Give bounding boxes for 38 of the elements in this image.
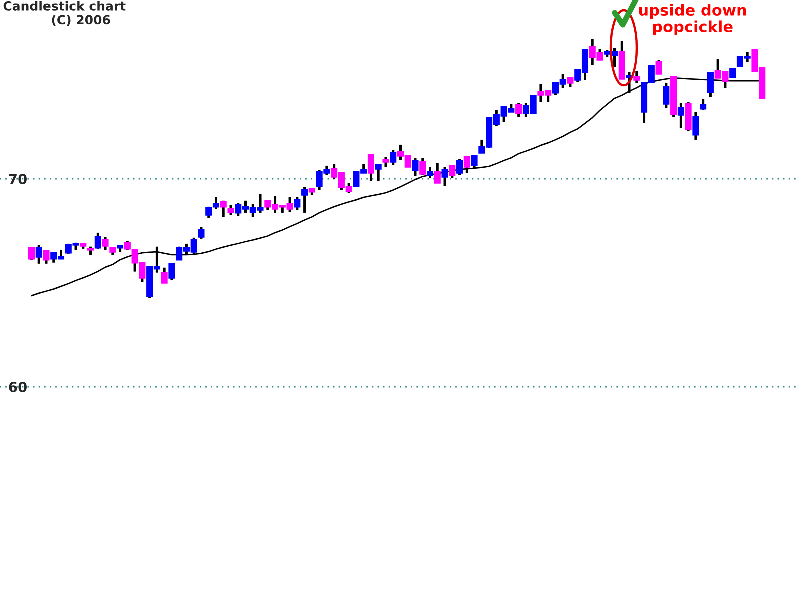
candlestick: [302, 186, 308, 214]
candlestick: [43, 248, 50, 266]
text: (C) 2006: [52, 15, 110, 26]
candlestick: [678, 102, 684, 130]
candlestick: [449, 164, 456, 180]
candlestick: [198, 226, 205, 240]
candlestick: [434, 162, 441, 184]
candlestick: [36, 244, 42, 266]
candlestick: [228, 204, 234, 216]
chart-title: Candlestick chart: [4, 1, 126, 11]
candlestick: [611, 46, 618, 68]
candlestick: [382, 156, 390, 168]
candlestick: [94, 232, 102, 250]
candlestick: [420, 156, 426, 176]
candlestick: [471, 154, 478, 170]
candlestick: [426, 166, 434, 180]
candlestick: [516, 102, 522, 118]
candlestick: [102, 236, 109, 252]
candlestick: [442, 166, 448, 188]
candlestick: [220, 200, 227, 218]
candlestick: [464, 154, 470, 174]
candlestick: [375, 164, 382, 182]
candlestick: [456, 158, 464, 176]
candlestick: [663, 82, 670, 110]
candlestick: [368, 154, 374, 182]
candlestick: [28, 246, 36, 262]
candlestick: [656, 58, 662, 76]
annotation: upside down popcickle: [639, 4, 746, 36]
candlestick: [412, 156, 419, 178]
candlestick: [390, 148, 397, 166]
candlestick: [567, 76, 574, 88]
y-tick-label: 60: [9, 382, 27, 393]
candlestick: [168, 262, 176, 282]
candlestick: [634, 70, 640, 84]
candlestick: [692, 110, 700, 142]
candlestick: [294, 196, 301, 212]
y-tick-label: 70: [9, 174, 27, 185]
candlestick: [161, 266, 168, 284]
